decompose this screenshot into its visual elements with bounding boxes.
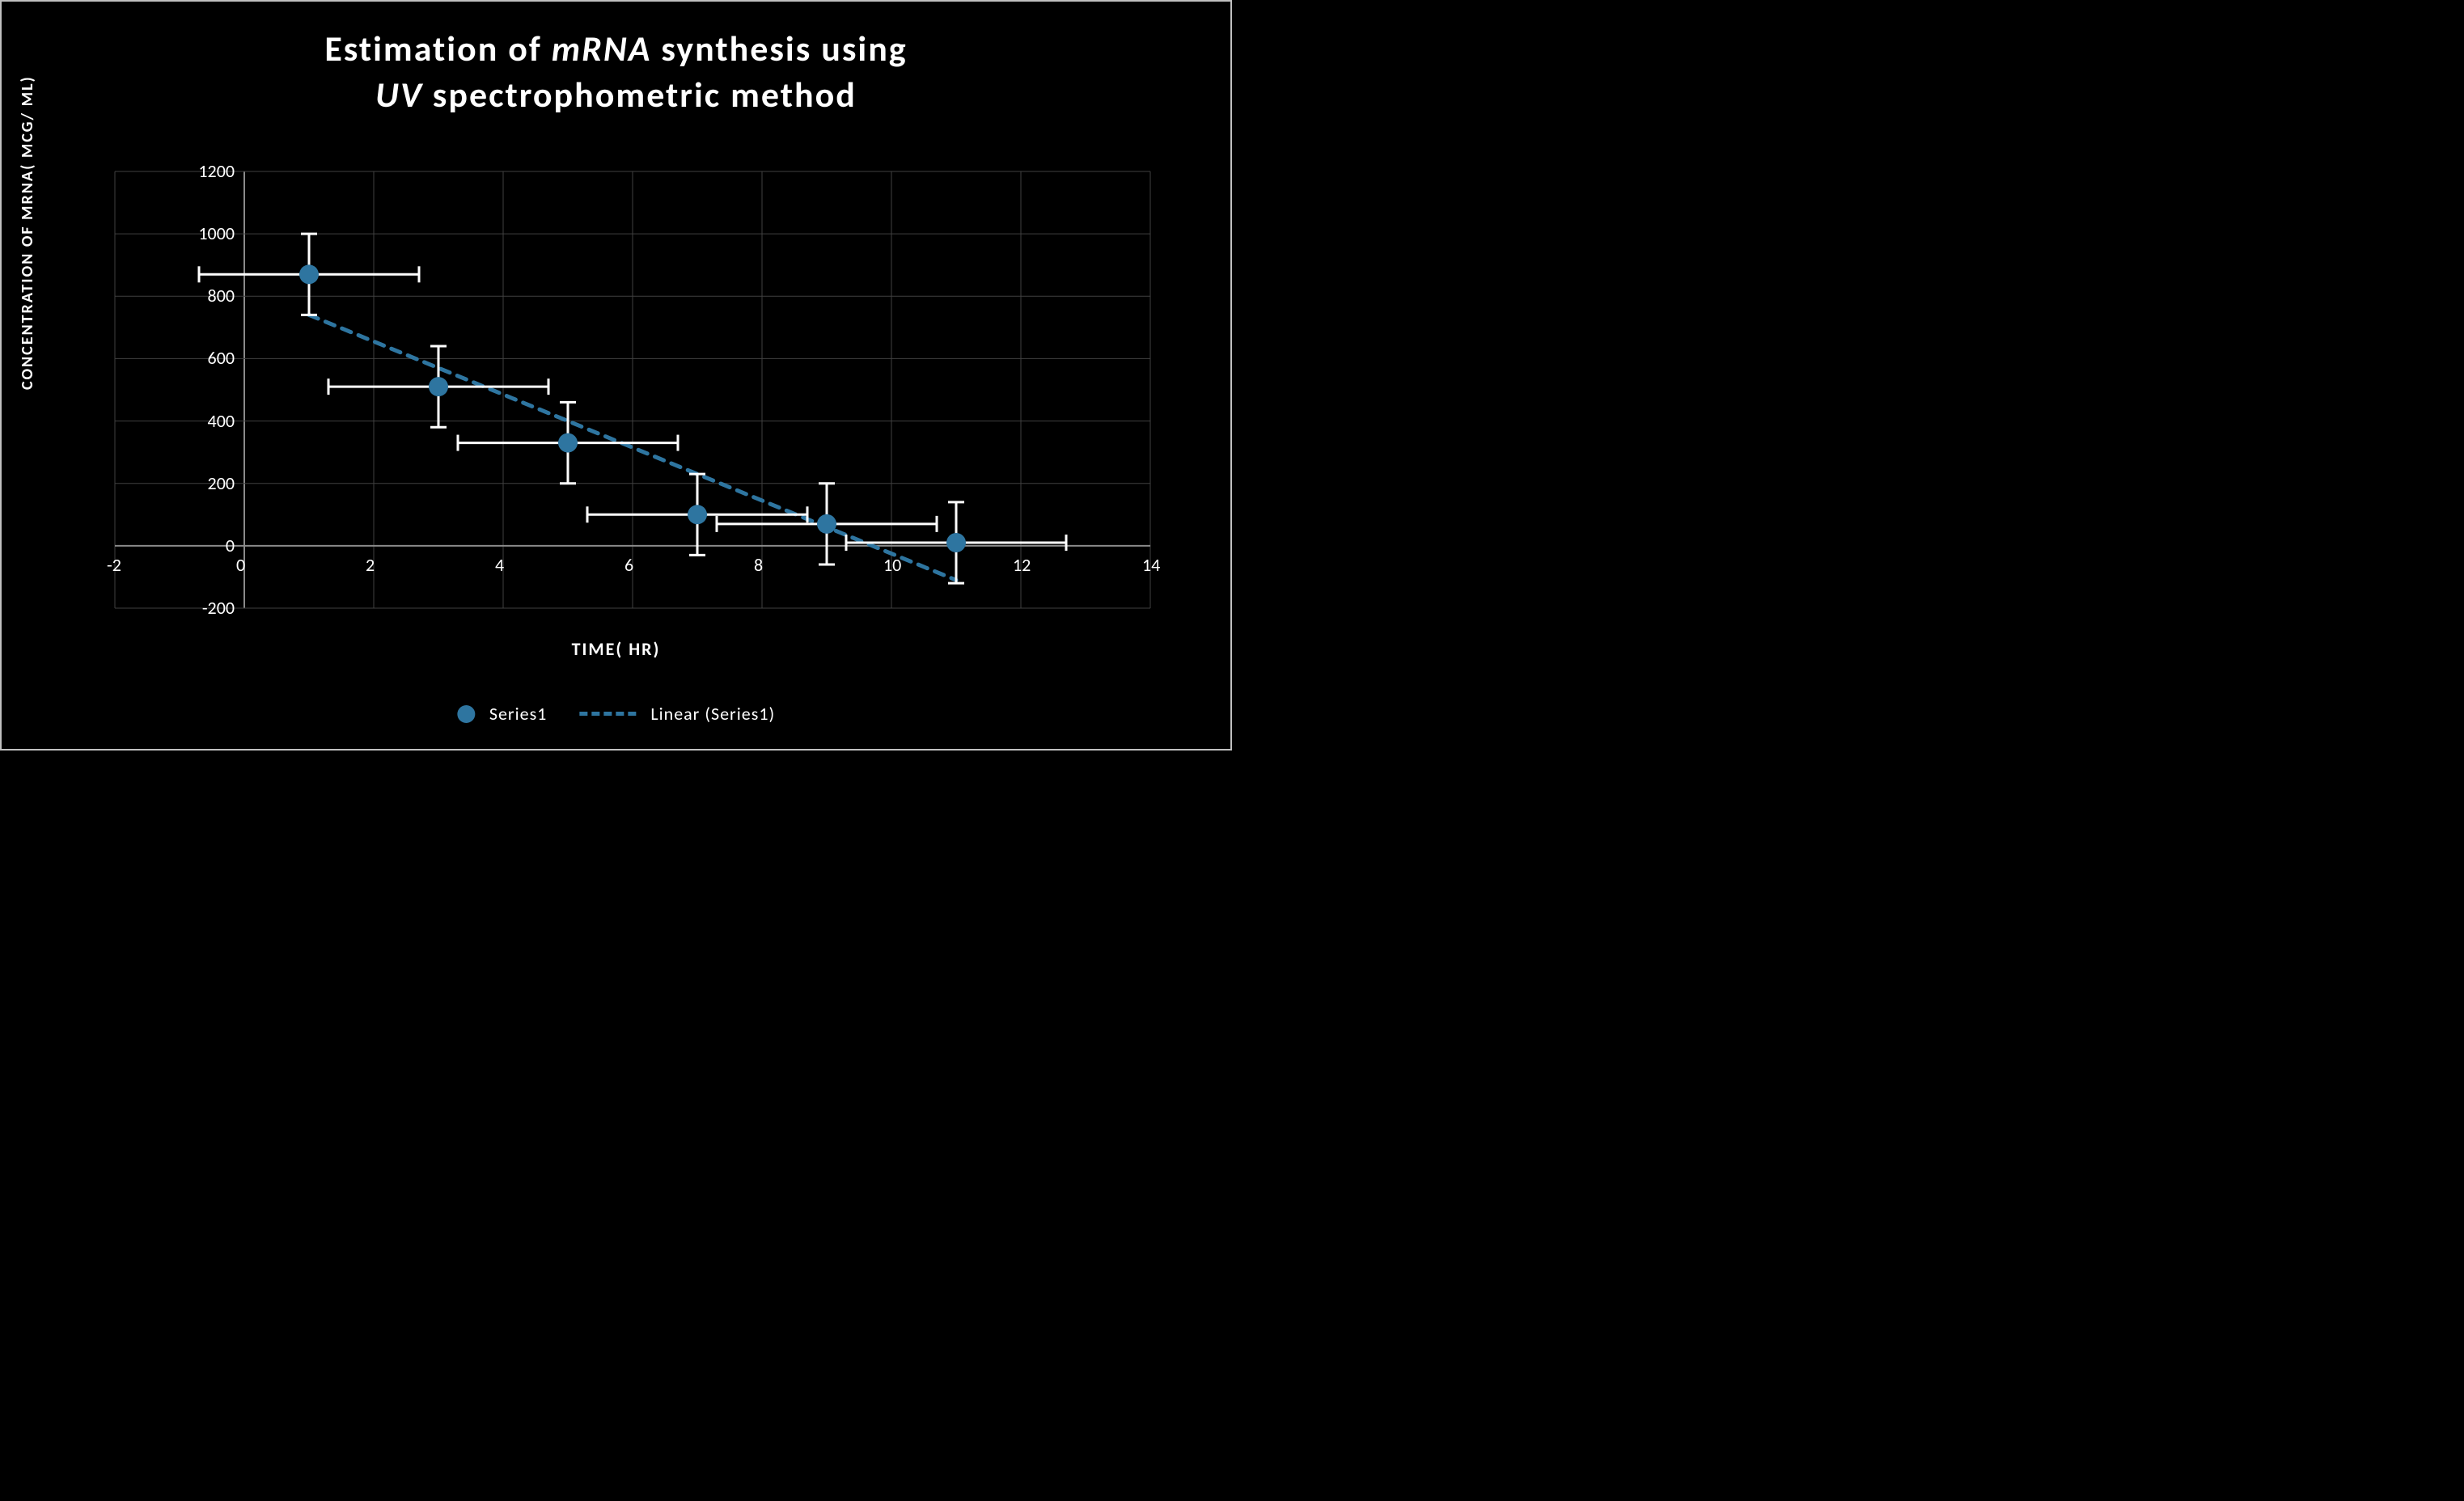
y-tick-label: 0 bbox=[226, 535, 235, 556]
title-text-1b: synthesis using bbox=[651, 27, 907, 70]
x-tick-label: -2 bbox=[107, 554, 121, 576]
x-axis-label: TIME( HR) bbox=[572, 638, 661, 660]
legend-marker-icon bbox=[457, 705, 475, 723]
title-text-1a: Estimation of bbox=[324, 27, 551, 70]
y-tick-label: 200 bbox=[208, 472, 235, 494]
plot-area bbox=[115, 171, 1150, 608]
chart-container: Estimation of mRNA synthesis using UV sp… bbox=[0, 0, 1232, 750]
title-italic-1: mRNA bbox=[552, 27, 652, 70]
legend-item-series: Series1 bbox=[457, 703, 547, 725]
plot-svg bbox=[115, 171, 1150, 608]
legend-item-trend: Linear (Series1) bbox=[579, 703, 775, 725]
legend: Series1 Linear (Series1) bbox=[457, 703, 775, 725]
x-tick-label: 0 bbox=[236, 554, 245, 576]
y-tick-label: 1200 bbox=[198, 160, 235, 182]
y-tick-label: 800 bbox=[208, 285, 235, 307]
title-italic-2: UV bbox=[375, 73, 423, 116]
y-tick-label: 600 bbox=[208, 347, 235, 369]
legend-trend-label: Linear (Series1) bbox=[650, 703, 775, 725]
y-tick-label: -200 bbox=[202, 597, 235, 619]
x-tick-label: 6 bbox=[624, 554, 633, 576]
x-tick-label: 4 bbox=[495, 554, 504, 576]
y-tick-label: 1000 bbox=[198, 222, 235, 244]
x-tick-label: 10 bbox=[883, 554, 901, 576]
y-tick-label: 400 bbox=[208, 410, 235, 432]
chart-title: Estimation of mRNA synthesis using UV sp… bbox=[2, 2, 1230, 126]
legend-series-label: Series1 bbox=[489, 703, 547, 725]
x-tick-label: 2 bbox=[366, 554, 375, 576]
legend-line-icon bbox=[579, 712, 636, 716]
x-tick-label: 14 bbox=[1142, 554, 1160, 576]
y-axis-label: CONCENTRATION OF MRNA( MCG/ ML) bbox=[18, 75, 37, 390]
title-text-2: spectrophometric method bbox=[423, 73, 857, 116]
x-tick-label: 12 bbox=[1013, 554, 1031, 576]
x-tick-label: 8 bbox=[754, 554, 763, 576]
